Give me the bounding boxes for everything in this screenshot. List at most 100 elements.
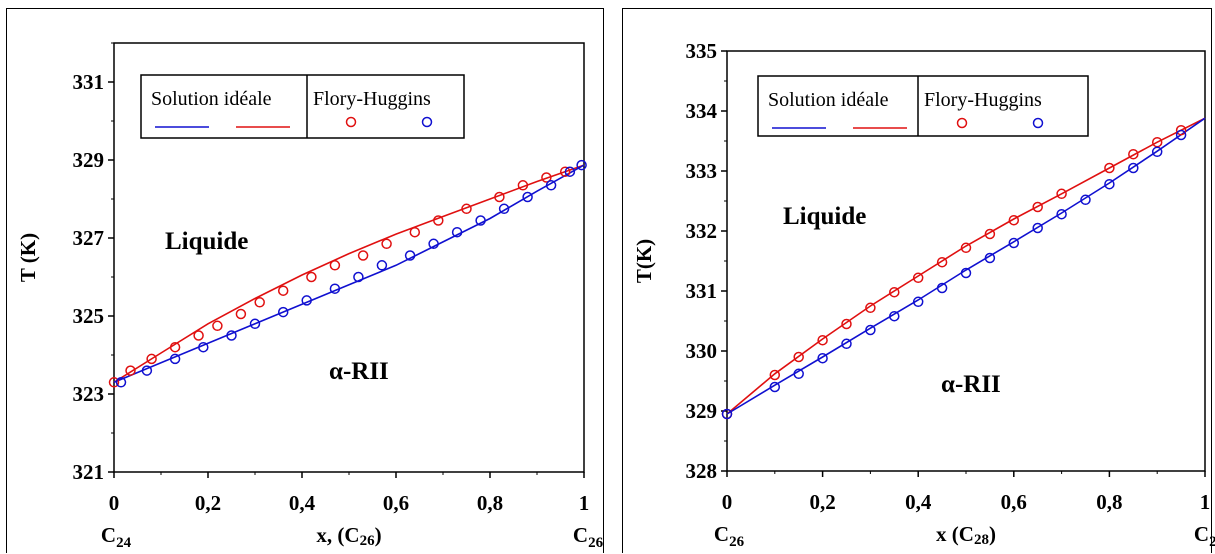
data-point-solidus-points bbox=[226, 330, 237, 341]
data-point-liquidus-points bbox=[793, 351, 804, 363]
right-component-label: C28 bbox=[1194, 522, 1215, 550]
data-point-solidus-points bbox=[912, 296, 924, 308]
region-label-alpha-rii: α-RII bbox=[941, 371, 1001, 398]
legend-label-flory: Flory-Huggins bbox=[313, 88, 431, 110]
data-point-liquidus-points bbox=[108, 377, 120, 388]
data-point-liquidus-points bbox=[889, 286, 900, 298]
data-point-liquidus-points bbox=[769, 369, 781, 381]
data-point-liquidus-points bbox=[1032, 201, 1043, 213]
left-component-label: C26 bbox=[714, 522, 745, 550]
data-point-solidus-points bbox=[1151, 146, 1163, 158]
series-line-liquidus-line bbox=[726, 117, 1206, 415]
legend-swatch-blue-marker bbox=[1032, 117, 1044, 129]
data-point-solidus-points bbox=[522, 191, 533, 203]
legend-swatch-red-marker bbox=[345, 116, 357, 128]
data-point-liquidus-points bbox=[409, 226, 421, 238]
y-tick-label: 323 bbox=[73, 382, 105, 406]
data-point-solidus-points bbox=[277, 306, 289, 318]
y-tick-label: 331 bbox=[686, 279, 718, 303]
data-point-liquidus-points bbox=[433, 215, 444, 226]
data-point-solidus-points bbox=[960, 267, 972, 279]
data-point-solidus-points bbox=[141, 365, 153, 376]
data-point-liquidus-points bbox=[1175, 124, 1187, 136]
y-axis-label: T(K) bbox=[632, 239, 656, 283]
data-point-solidus-points bbox=[1008, 237, 1020, 249]
legend-label-ideal: Solution idéale bbox=[768, 89, 889, 111]
legend-swatch-red-marker bbox=[956, 117, 968, 129]
x-tick-label: 0,6 bbox=[383, 491, 409, 515]
data-point-solidus-points bbox=[889, 310, 900, 322]
data-point-liquidus-points bbox=[254, 297, 265, 308]
data-point-liquidus-points bbox=[357, 250, 369, 261]
region-label-liquide: Liquide bbox=[783, 203, 866, 230]
data-point-liquidus-points bbox=[960, 242, 972, 254]
data-point-liquidus-points bbox=[381, 238, 392, 250]
y-tick-label: 330 bbox=[686, 339, 718, 363]
series-line-liquidus-line bbox=[113, 164, 585, 383]
data-point-solidus-points bbox=[428, 238, 439, 250]
data-point-solidus-points bbox=[169, 353, 181, 365]
y-tick-label: 329 bbox=[686, 399, 718, 423]
data-point-solidus-points bbox=[376, 260, 388, 271]
data-point-liquidus-points bbox=[841, 318, 852, 330]
y-tick-label: 331 bbox=[73, 70, 105, 94]
data-point-solidus-points bbox=[301, 295, 312, 306]
x-tick-label: 0,8 bbox=[477, 491, 503, 515]
data-point-liquidus-points bbox=[125, 365, 136, 376]
region-label-alpha-rii: α-RII bbox=[329, 358, 389, 385]
left-component-label: C24 bbox=[101, 523, 132, 551]
data-point-liquidus-points bbox=[559, 166, 571, 177]
x-tick-label: 0 bbox=[722, 490, 733, 514]
data-point-solidus-points bbox=[984, 252, 996, 264]
data-point-liquidus-points bbox=[1008, 214, 1020, 226]
y-tick-label: 335 bbox=[686, 39, 718, 63]
data-point-liquidus-points bbox=[306, 271, 317, 283]
data-point-solidus-points bbox=[404, 250, 416, 261]
data-point-solidus-points bbox=[475, 215, 486, 226]
y-tick-label: 332 bbox=[686, 219, 718, 243]
data-point-solidus-points bbox=[1128, 162, 1139, 174]
chart-panel-right: 328 329 330 331 332 333 334 335 0 0,2 0,4 0,6 0,8 1 T(… bbox=[622, 8, 1215, 553]
data-point-liquidus-points bbox=[235, 308, 247, 320]
y-tick-label: 321 bbox=[73, 460, 105, 484]
data-point-liquidus-points bbox=[912, 272, 924, 284]
data-point-liquidus-points bbox=[984, 228, 996, 240]
data-point-liquidus-points bbox=[494, 191, 505, 203]
data-point-solidus-points bbox=[329, 283, 341, 294]
series-line-solidus-line bbox=[113, 164, 585, 384]
data-point-solidus-points bbox=[115, 377, 127, 388]
data-point-solidus-points bbox=[545, 180, 557, 191]
y-axis-label: T (K) bbox=[16, 233, 40, 282]
data-point-solidus-points bbox=[564, 166, 576, 177]
data-point-liquidus-points bbox=[936, 256, 948, 268]
data-point-solidus-points bbox=[576, 159, 587, 171]
data-point-solidus-points bbox=[1080, 194, 1091, 206]
series-line-solidus-line bbox=[726, 117, 1206, 415]
data-point-liquidus-points bbox=[277, 285, 289, 296]
data-point-solidus-points bbox=[936, 282, 948, 294]
x-tick-label: 0,6 bbox=[1001, 490, 1027, 514]
data-point-liquidus-points bbox=[329, 260, 341, 271]
data-point-solidus-points bbox=[353, 271, 364, 283]
x-tick-label: 1 bbox=[579, 491, 590, 515]
y-tick-label: 333 bbox=[686, 159, 718, 183]
data-point-liquidus-points bbox=[193, 330, 204, 341]
x-tick-label: 0,2 bbox=[195, 491, 221, 515]
data-point-solidus-points bbox=[817, 352, 828, 364]
region-label-liquide: Liquide bbox=[165, 228, 248, 255]
legend-box bbox=[757, 75, 1089, 137]
x-tick-label: 0,2 bbox=[809, 490, 835, 514]
data-point-solidus-points bbox=[1104, 178, 1115, 190]
legend-label-ideal: Solution idéale bbox=[151, 88, 272, 110]
data-point-solidus-points bbox=[498, 203, 510, 215]
data-point-solidus-points bbox=[793, 368, 804, 380]
y-tick-label: 334 bbox=[686, 99, 718, 123]
x-tick-label: 0 bbox=[109, 491, 120, 515]
data-point-liquidus-points bbox=[212, 320, 223, 332]
x-axis-label: x, (C26) bbox=[316, 523, 381, 549]
legend-swatch-blue-marker bbox=[421, 116, 433, 128]
chart-panel-left: 321 323 325 327 329 331 0 0,2 0,4 0,6 0,8 1 T (K) C24… bbox=[6, 8, 604, 553]
right-component-label: C26 bbox=[573, 523, 604, 551]
data-point-liquidus-points bbox=[517, 180, 529, 191]
data-point-liquidus-points bbox=[541, 172, 552, 183]
